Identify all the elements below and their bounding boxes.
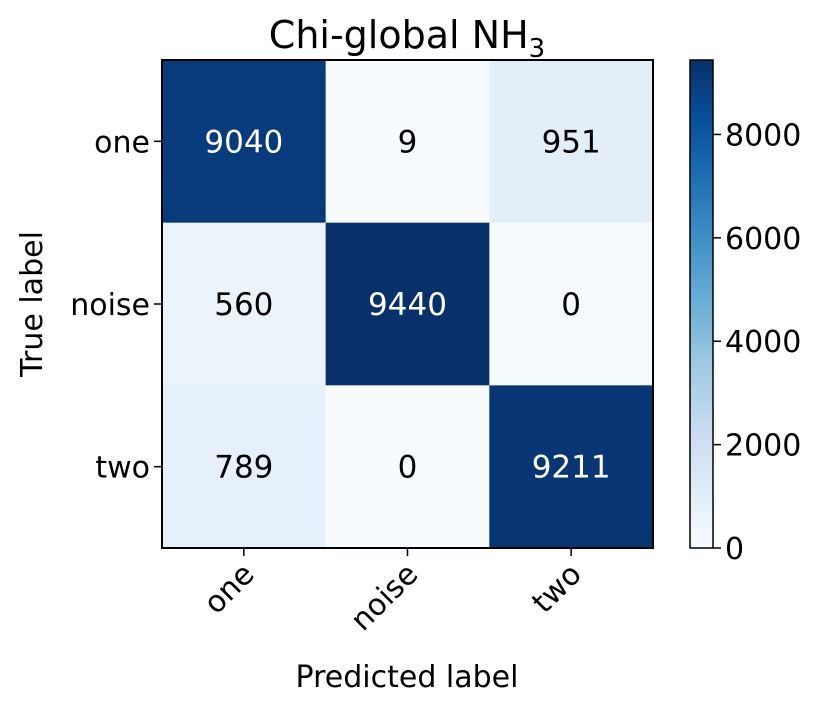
x-tick-label: two — [525, 557, 588, 620]
colorbar-tick-label: 2000 — [725, 429, 801, 464]
y-tick-label: two — [95, 451, 150, 486]
colorbar-gradient — [689, 59, 714, 549]
colorbar-tick-label: 4000 — [725, 325, 801, 360]
cell-value-label: 9 — [398, 124, 418, 160]
x-tick-label: noise — [344, 557, 425, 638]
y-tick-label: noise — [70, 288, 150, 323]
cell-value-label: 0 — [398, 450, 418, 486]
cell-value-label: 9211 — [532, 450, 611, 486]
cell-value-label: 9040 — [204, 124, 283, 160]
heatmap-cell — [489, 385, 654, 549]
heatmap-cell — [325, 60, 490, 224]
colorbar-tick-label: 6000 — [725, 222, 801, 257]
colorbar: 0 2000 4000 6000 8000 — [689, 59, 801, 567]
cell-value-label: 0 — [561, 287, 581, 323]
x-tick-label: one — [197, 557, 261, 621]
colorbar-tick-label: 8000 — [725, 118, 801, 153]
x-axis: one noise two — [197, 548, 589, 638]
heatmap-cell — [325, 385, 490, 549]
cell-value-label: 9440 — [368, 287, 447, 323]
cell-value-label: 560 — [214, 287, 273, 323]
cell-value-label: 951 — [542, 124, 601, 160]
y-axis-label: True label — [15, 231, 50, 378]
chart-title: Chi-global NH3 — [269, 13, 545, 64]
chart-title-main: Chi-global NH — [269, 13, 529, 57]
y-axis: one noise two — [70, 125, 162, 486]
colorbar-ticks: 0 2000 4000 6000 8000 — [713, 118, 801, 567]
heatmap-cell — [162, 60, 327, 224]
heatmap-cell — [489, 60, 654, 224]
y-tick-label: one — [94, 125, 150, 160]
heatmap-cell-labels: 9040 9 951 560 9440 0 789 0 9211 — [204, 124, 610, 485]
chart-title-subscript: 3 — [529, 34, 546, 64]
colorbar-tick-label: 0 — [725, 532, 744, 567]
heatmap-cell — [162, 222, 327, 386]
cell-value-label: 789 — [214, 450, 273, 486]
heatmap-cell — [162, 385, 327, 549]
heatmap-cell — [325, 222, 490, 386]
heatmap-cell — [489, 222, 654, 386]
heatmap-cells — [162, 60, 654, 549]
x-axis-label: Predicted label — [296, 660, 519, 695]
